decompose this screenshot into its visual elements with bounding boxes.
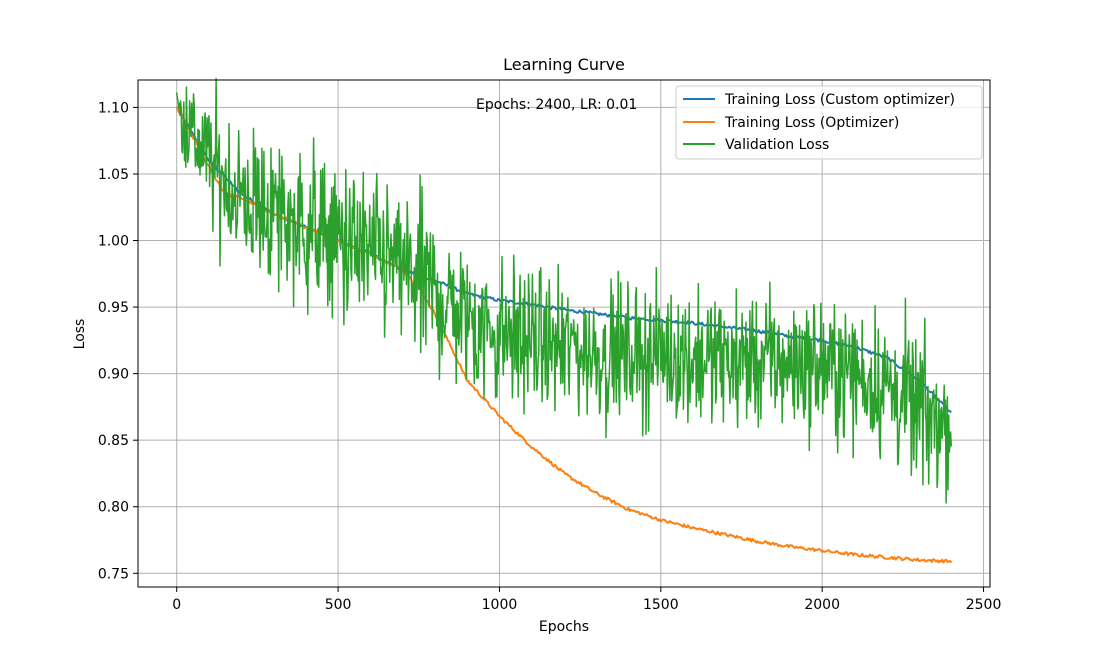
y-tick-label: 1.00 [98,234,129,250]
y-tick-label: 1.05 [98,167,129,183]
axis-ticks: 0 500 1000 1500 2000 2500 0.75 0.80 0.85 0.90 0.95… [98,100,1002,613]
legend-box [675,85,983,160]
y-tick-label: 0.85 [98,433,129,449]
x-tick-label: 2000 [804,597,840,613]
y-axis-label: Loss [72,319,88,350]
y-tick-label: 1.10 [98,100,129,116]
legend-label-validation: Validation Loss [725,137,829,153]
x-tick-label: 500 [325,597,352,613]
plot-frame [137,79,991,588]
x-axis-label: Epochs [539,619,589,635]
y-tick-label: 0.90 [98,367,129,383]
legend-label-optimizer: Training Loss (Optimizer) [724,115,899,131]
x-tick-label: 2500 [966,597,1002,613]
x-tick-label: 1500 [643,597,679,613]
y-tick-label: 0.80 [98,500,129,516]
legend-label-custom-optimizer: Training Loss (Custom optimizer) [724,92,955,108]
series-line-2 [175,77,953,504]
x-tick-label: 1000 [482,597,518,613]
chart-title: Learning Curve [503,55,625,74]
x-tick-label: 0 [172,597,181,613]
y-tick-label: 0.95 [98,300,129,316]
series-layer [175,77,953,564]
annotation-text: Epochs: 2400, LR: 0.01 [476,97,637,113]
legend: Training Loss (Custom optimizer) Trainin… [675,85,983,160]
series-line-1 [175,106,953,564]
y-tick-label: 0.75 [98,566,129,582]
